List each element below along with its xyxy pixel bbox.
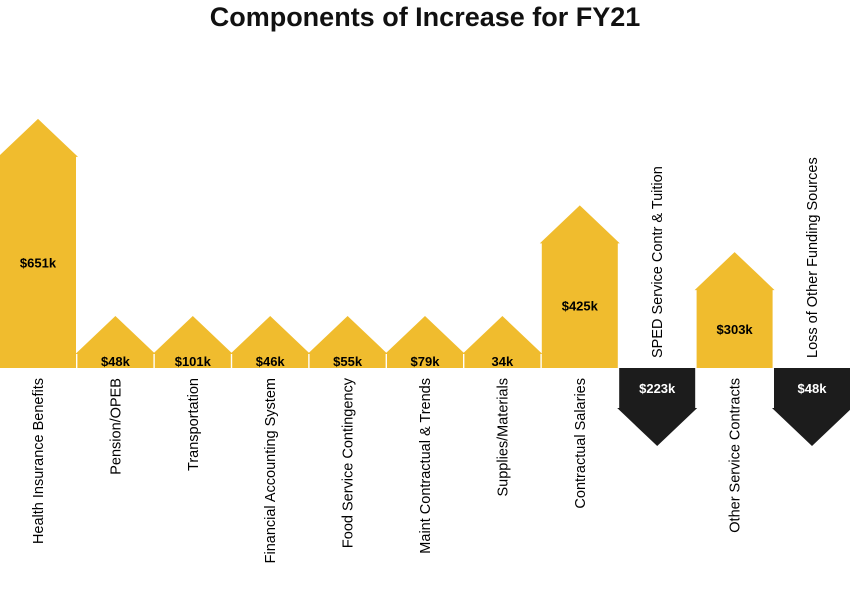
- value-label-food-service-contingency: $55k: [333, 354, 363, 369]
- value-label-financial-accounting-system: $46k: [256, 354, 286, 369]
- arrow-contractual-salaries: [539, 205, 620, 368]
- arrow-transportation: [152, 316, 233, 368]
- category-label-maint-contractual-trends: Maint Contractual & Trends: [418, 378, 434, 554]
- category-label-transportation: Transportation: [186, 378, 202, 471]
- category-label-loss-of-other-funding-sources: Loss of Other Funding Sources: [805, 157, 821, 358]
- value-label-loss-of-other-funding-sources: $48k: [798, 381, 828, 396]
- arrow-sped-service-contr-tuition: [617, 368, 698, 447]
- category-label-other-service-contracts: Other Service Contracts: [728, 378, 744, 533]
- value-label-maint-contractual-trends: $79k: [411, 354, 441, 369]
- category-label-contractual-salaries: Contractual Salaries: [573, 378, 589, 509]
- category-label-pension-opeb: Pension/OPEB: [108, 378, 124, 475]
- chart-title: Components of Increase for FY21: [209, 2, 641, 32]
- value-label-health-insurance-benefits: $651k: [20, 255, 57, 270]
- arrow-supplies-materials: [462, 316, 543, 368]
- value-label-sped-service-contr-tuition: $223k: [639, 381, 676, 396]
- arrow-food-service-contingency: [307, 316, 388, 368]
- value-label-transportation: $101k: [175, 354, 212, 369]
- arrow-maint-contractual-trends: [385, 316, 465, 368]
- category-label-sped-service-contr-tuition: SPED Service Contr & Tuition: [650, 166, 666, 358]
- category-label-supplies-materials: Supplies/Materials: [495, 378, 511, 496]
- value-label-supplies-materials: 34k: [492, 354, 514, 369]
- category-label-health-insurance-benefits: Health Insurance Benefits: [31, 378, 47, 544]
- category-label-food-service-contingency: Food Service Contingency: [341, 377, 357, 548]
- arrow-financial-accounting-system: [230, 316, 311, 368]
- arrow-other-service-contracts: [694, 252, 775, 368]
- value-label-other-service-contracts: $303k: [717, 322, 754, 337]
- category-label-financial-accounting-system: Financial Accounting System: [263, 378, 279, 563]
- arrow-health-insurance-benefits: [0, 118, 78, 368]
- value-label-pension-opeb: $48k: [101, 354, 131, 369]
- arrow-loss-of-other-funding-sources: [772, 368, 850, 446]
- arrow-pension-opeb: [75, 316, 156, 368]
- value-label-contractual-salaries: $425k: [562, 299, 599, 314]
